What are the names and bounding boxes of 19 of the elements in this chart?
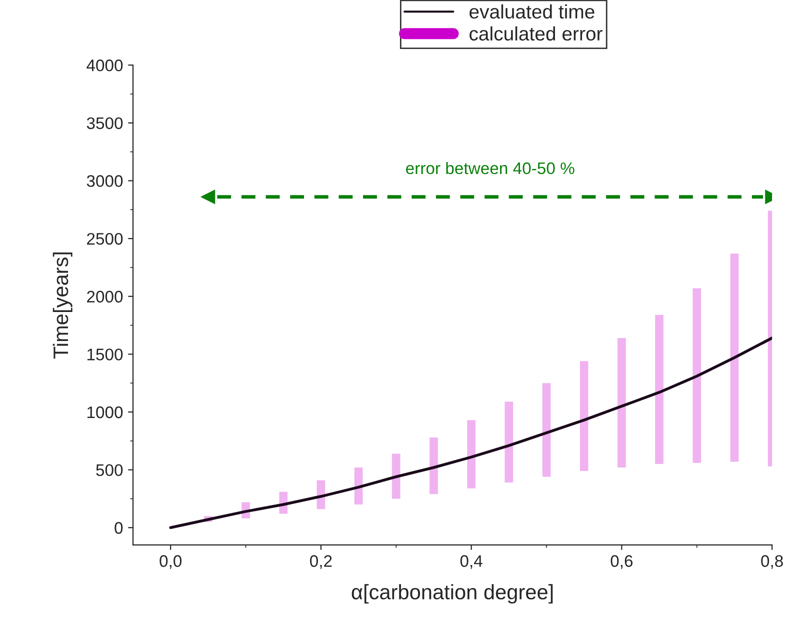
x-tick-label: 0,2 bbox=[310, 555, 332, 569]
y-tick-label: 2500 bbox=[87, 232, 123, 245]
x-tick-label: 0,4 bbox=[460, 555, 482, 569]
y-tick-label: 500 bbox=[96, 464, 123, 476]
x-tick-label: 0,0 bbox=[160, 555, 182, 569]
legend-label: evaluated time bbox=[470, 4, 594, 19]
y-tick-label: 2000 bbox=[87, 290, 123, 303]
y-tick-label: 3500 bbox=[86, 117, 123, 130]
y-tick-label: 0 bbox=[114, 522, 123, 534]
y-tick-label: 4000 bbox=[86, 60, 123, 72]
ref-line-label: error between 40-50 % bbox=[406, 162, 574, 174]
text: calculated error bbox=[470, 26, 602, 41]
y-tick-label: 3000 bbox=[86, 175, 123, 187]
x-axis-title: α[carbonation degree] bbox=[352, 584, 553, 604]
x-tick-label: 0,6 bbox=[610, 555, 633, 569]
y-tick-label: 1000 bbox=[87, 406, 123, 418]
y-axis-title: Time[years] bbox=[52, 252, 72, 359]
x-tick-label: 0,8 bbox=[761, 555, 783, 569]
y-tick-label: 1500 bbox=[87, 348, 123, 360]
